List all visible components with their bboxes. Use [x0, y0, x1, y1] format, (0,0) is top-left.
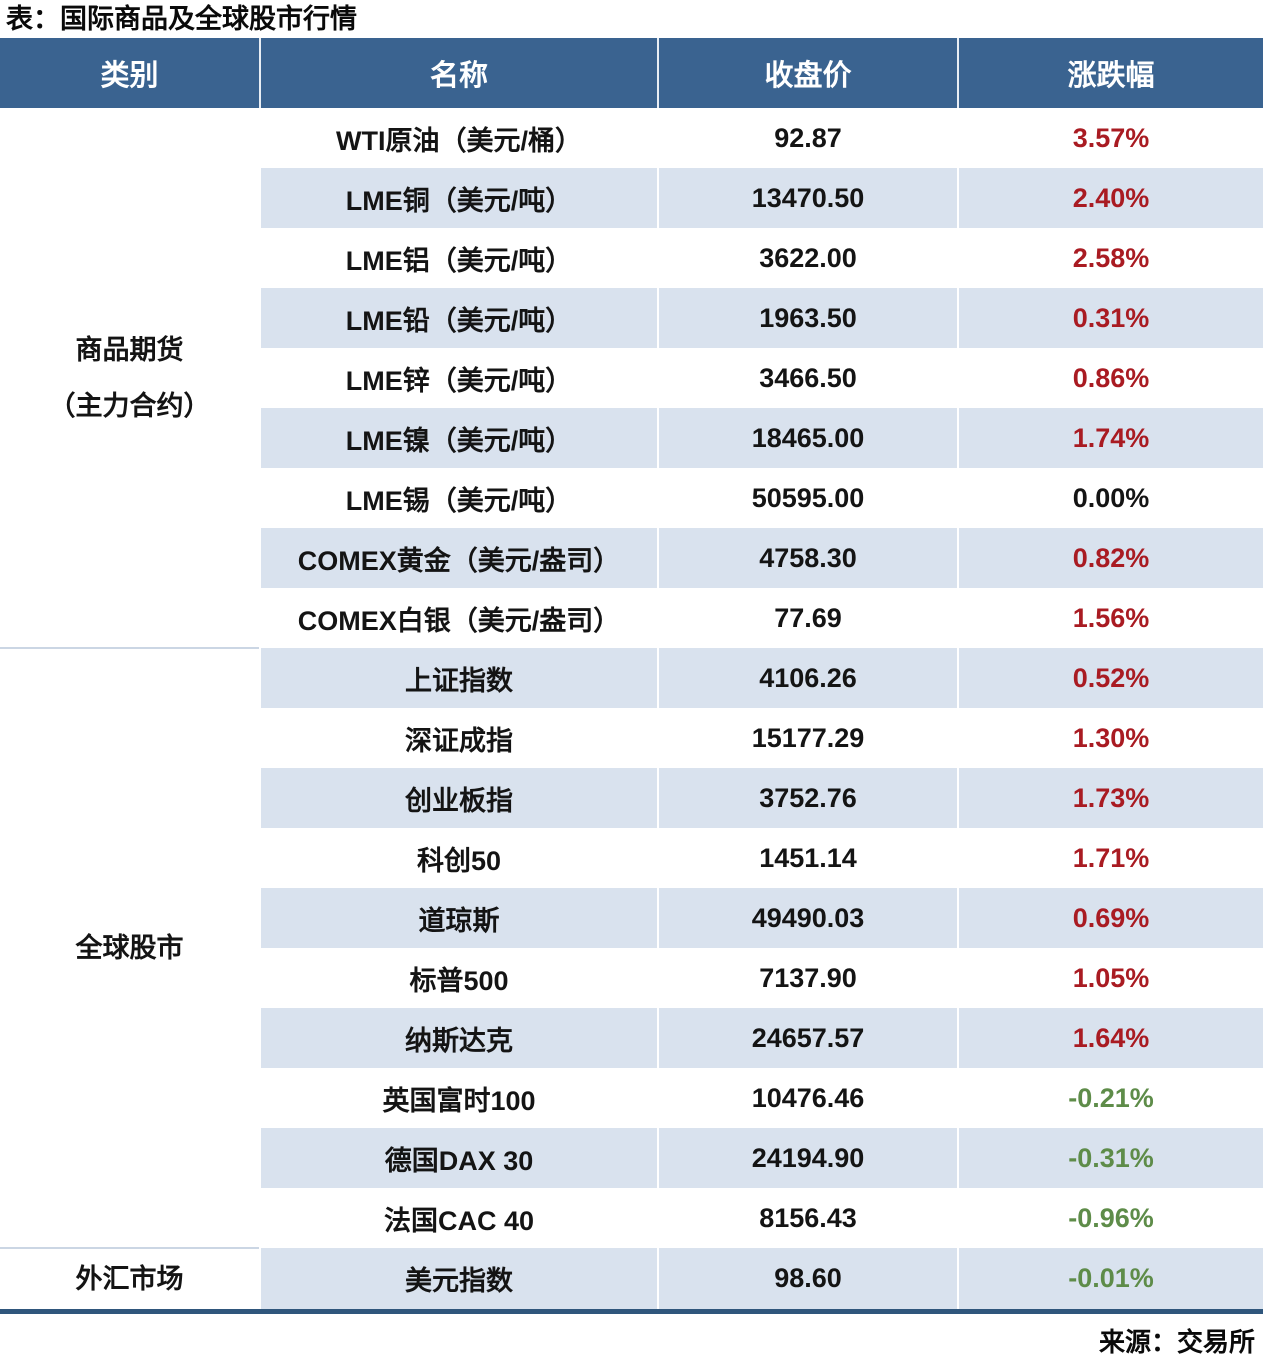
table-row: LME铝（美元/吨） 3622.00 2.58% [0, 228, 1263, 288]
instrument-name: 英国富时100 [259, 1068, 658, 1128]
close-price: 24194.90 [657, 1128, 958, 1188]
table-row: 深证成指 15177.29 1.30% [0, 708, 1263, 768]
table-row: 德国DAX 30 24194.90 -0.31% [0, 1128, 1263, 1188]
change-percent: 1.73% [957, 768, 1263, 828]
change-percent: 1.74% [957, 408, 1263, 468]
change-percent: -0.21% [957, 1068, 1263, 1128]
table-body: 商品期货 （主力合约） WTI原油（美元/桶） 92.87 3.57% LME铜（美元/… [0, 108, 1263, 1312]
close-price: 92.87 [657, 108, 958, 168]
category-cell: 商品期货 （主力合约） [0, 108, 260, 648]
column-header-close: 收盘价 [657, 38, 958, 108]
market-table: 类别 名称 收盘价 涨跌幅 商品期货 （主力合约） WTI原油（美元/桶） 92.8… [0, 38, 1263, 1314]
instrument-name: 上证指数 [259, 648, 658, 708]
instrument-name: LME铅（美元/吨） [259, 288, 658, 348]
change-percent: 1.30% [957, 708, 1263, 768]
change-percent: 0.86% [957, 348, 1263, 408]
table-row: 标普500 7137.90 1.05% [0, 948, 1263, 1008]
instrument-name: LME铝（美元/吨） [259, 228, 658, 288]
change-percent: 0.31% [957, 288, 1263, 348]
change-percent: 1.56% [957, 588, 1263, 648]
close-price: 1963.50 [657, 288, 958, 348]
change-percent: 0.52% [957, 648, 1263, 708]
instrument-name: COMEX黄金（美元/盎司） [259, 528, 658, 588]
table-row: 全球股市 上证指数 4106.26 0.52% [0, 647, 1263, 1248]
table-row: 道琼斯 49490.03 0.69% [0, 888, 1263, 948]
instrument-name: LME铜（美元/吨） [259, 168, 658, 228]
instrument-name: 创业板指 [259, 768, 658, 828]
table-row: 创业板指 3752.76 1.73% [0, 768, 1263, 828]
table-row: 法国CAC 40 8156.43 -0.96% [0, 1188, 1263, 1248]
close-price: 1451.14 [657, 828, 958, 888]
table-row: 科创50 1451.14 1.71% [0, 828, 1263, 888]
column-header-name: 名称 [259, 38, 658, 108]
change-percent: 0.82% [957, 528, 1263, 588]
change-percent: 2.58% [957, 228, 1263, 288]
change-percent: 0.00% [957, 468, 1263, 528]
close-price: 24657.57 [657, 1008, 958, 1068]
close-price: 98.60 [657, 1248, 958, 1312]
instrument-name: 科创50 [259, 828, 658, 888]
close-price: 49490.03 [657, 888, 958, 948]
table-row: 外汇市场 美元指数 98.60 -0.01% [0, 1247, 1263, 1312]
close-price: 15177.29 [657, 708, 958, 768]
table-header: 类别 名称 收盘价 涨跌幅 [0, 38, 1263, 108]
close-price: 7137.90 [657, 948, 958, 1008]
column-header-change: 涨跌幅 [957, 38, 1263, 108]
change-percent: 3.57% [957, 108, 1263, 168]
instrument-name: COMEX白银（美元/盎司） [259, 588, 658, 648]
close-price: 8156.43 [657, 1188, 958, 1248]
close-price: 3622.00 [657, 228, 958, 288]
table-row: LME锌（美元/吨） 3466.50 0.86% [0, 348, 1263, 408]
close-price: 18465.00 [657, 408, 958, 468]
instrument-name: 深证成指 [259, 708, 658, 768]
table-row: 英国富时100 10476.46 -0.21% [0, 1068, 1263, 1128]
close-price: 3466.50 [657, 348, 958, 408]
table-row: LME铜（美元/吨） 13470.50 2.40% [0, 168, 1263, 228]
source-note: 来源：交易所 [1098, 1327, 1255, 1357]
change-percent: 1.05% [957, 948, 1263, 1008]
category-cell: 外汇市场 [0, 1247, 260, 1312]
instrument-name: 纳斯达克 [259, 1008, 658, 1068]
change-percent: 2.40% [957, 168, 1263, 228]
table-title: 表：国际商品及全球股市行情 [6, 4, 357, 34]
close-price: 10476.46 [657, 1068, 958, 1128]
table-row: COMEX白银（美元/盎司） 77.69 1.56% [0, 588, 1263, 648]
instrument-name: 美元指数 [259, 1248, 658, 1312]
table-row: LME镍（美元/吨） 18465.00 1.74% [0, 408, 1263, 468]
instrument-name: 道琼斯 [259, 888, 658, 948]
table-row: 商品期货 （主力合约） WTI原油（美元/桶） 92.87 3.57% [0, 108, 1263, 648]
change-percent: 1.71% [957, 828, 1263, 888]
change-percent: -0.01% [957, 1248, 1263, 1312]
instrument-name: 法国CAC 40 [259, 1188, 658, 1248]
instrument-name: LME镍（美元/吨） [259, 408, 658, 468]
change-percent: -0.31% [957, 1128, 1263, 1188]
category-cell: 全球股市 [0, 647, 260, 1248]
table-row: LME锡（美元/吨） 50595.00 0.00% [0, 468, 1263, 528]
close-price: 4106.26 [657, 648, 958, 708]
table-row: 纳斯达克 24657.57 1.64% [0, 1008, 1263, 1068]
instrument-name: LME锡（美元/吨） [259, 468, 658, 528]
table-row: COMEX黄金（美元/盎司） 4758.30 0.82% [0, 528, 1263, 588]
header-row: 类别 名称 收盘价 涨跌幅 [0, 38, 1263, 108]
instrument-name: LME锌（美元/吨） [259, 348, 658, 408]
instrument-name: 标普500 [259, 948, 658, 1008]
instrument-name: 德国DAX 30 [259, 1128, 658, 1188]
table-row: LME铅（美元/吨） 1963.50 0.31% [0, 288, 1263, 348]
close-price: 77.69 [657, 588, 958, 648]
change-percent: 0.69% [957, 888, 1263, 948]
instrument-name: WTI原油（美元/桶） [259, 108, 658, 168]
close-price: 13470.50 [657, 168, 958, 228]
close-price: 4758.30 [657, 528, 958, 588]
column-header-category: 类别 [0, 38, 260, 108]
change-percent: 1.64% [957, 1008, 1263, 1068]
close-price: 50595.00 [657, 468, 958, 528]
change-percent: -0.96% [957, 1188, 1263, 1248]
close-price: 3752.76 [657, 768, 958, 828]
